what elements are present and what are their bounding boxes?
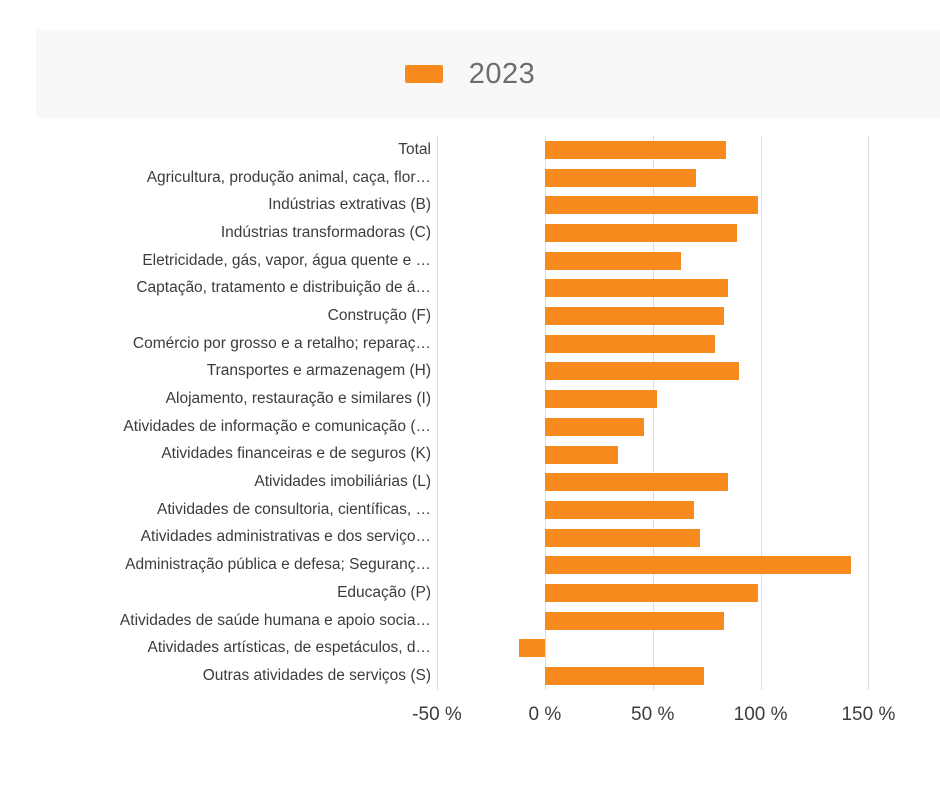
category-label: Total	[398, 140, 431, 158]
x-tick-label: 50 %	[631, 704, 675, 725]
x-tick-label: 150 %	[841, 704, 896, 725]
x-tick-label: -50 %	[412, 704, 462, 725]
bar-2023-row-0[interactable]	[544, 140, 727, 159]
bar-2023-row-10[interactable]	[544, 417, 645, 436]
bar-2023-row-19[interactable]	[544, 667, 705, 686]
bar-2023-row-6[interactable]	[544, 307, 724, 326]
legend-item-2023[interactable]: 2023	[0, 30, 940, 118]
category-label: Atividades administrativas e dos serviço…	[140, 528, 431, 546]
category-label: Outras atividades de serviços (S)	[202, 666, 431, 684]
category-label: Indústrias extrativas (B)	[268, 196, 431, 214]
header-band	[36, 30, 940, 118]
bar-2023-row-11[interactable]	[544, 445, 619, 464]
category-label: Atividades artísticas, de espetáculos, d…	[147, 639, 431, 657]
bar-2023-row-13[interactable]	[544, 500, 694, 519]
bar-2023-row-2[interactable]	[544, 196, 759, 215]
category-label: Indústrias transformadoras (C)	[220, 223, 431, 241]
gridline	[760, 136, 762, 690]
category-label: Eletricidade, gás, vapor, água quente e …	[142, 251, 431, 269]
category-label: Educação (P)	[337, 583, 431, 601]
bar-2023-row-3[interactable]	[544, 223, 737, 242]
category-labels: Total Agricultura, produção animal, caça,…	[0, 136, 437, 690]
gridline	[437, 136, 438, 690]
bar-2023-row-7[interactable]	[544, 334, 716, 353]
bar-2023-row-18[interactable]	[518, 639, 545, 658]
bar-chart: Total Agricultura, produção animal, caça,…	[0, 136, 895, 725]
bar-2023-row-9[interactable]	[544, 390, 657, 409]
bar-2023-row-8[interactable]	[544, 362, 739, 381]
category-label: Comércio por grosso e a retalho; reparaç…	[132, 334, 431, 352]
bar-2023-row-16[interactable]	[544, 584, 759, 603]
bar-2023-row-17[interactable]	[544, 611, 724, 630]
bar-2023-row-5[interactable]	[544, 279, 729, 298]
bar-2023-row-15[interactable]	[544, 556, 852, 575]
bar-2023-row-4[interactable]	[544, 251, 681, 270]
category-label: Alojamento, restauração e similares (I)	[165, 390, 431, 408]
legend-label: 2023	[468, 57, 536, 90]
category-label: Construção (F)	[327, 306, 431, 324]
gridline	[652, 136, 654, 690]
x-tick-label: 100 %	[733, 704, 788, 725]
plot-area: -50 % 0 % 50 % 100 % 150 %	[412, 136, 895, 725]
category-label: Atividades de consultoria, científicas, …	[157, 500, 431, 518]
x-tick-label: 0 %	[528, 704, 562, 725]
bar-2023-row-1[interactable]	[544, 168, 696, 187]
gridline	[868, 136, 870, 690]
category-label: Administração pública e defesa; Seguranç…	[125, 556, 431, 574]
legend-swatch-icon	[404, 65, 443, 83]
gridline	[544, 136, 546, 690]
category-label: Transportes e armazenagem (H)	[206, 362, 431, 380]
category-label: Atividades de informação e comunicação (…	[123, 417, 431, 435]
bar-2023-row-12[interactable]	[544, 473, 729, 492]
bar-2023-row-14[interactable]	[544, 528, 701, 547]
category-label: Atividades de saúde humana e apoio socia…	[119, 611, 431, 629]
x-axis: -50 % 0 % 50 % 100 % 150 %	[412, 704, 895, 734]
category-label: Agricultura, produção animal, caça, flor…	[146, 168, 431, 186]
category-label: Atividades imobiliárias (L)	[254, 473, 431, 491]
category-label: Captação, tratamento e distribuição de á…	[136, 279, 431, 297]
category-label: Atividades financeiras e de seguros (K)	[161, 445, 431, 463]
